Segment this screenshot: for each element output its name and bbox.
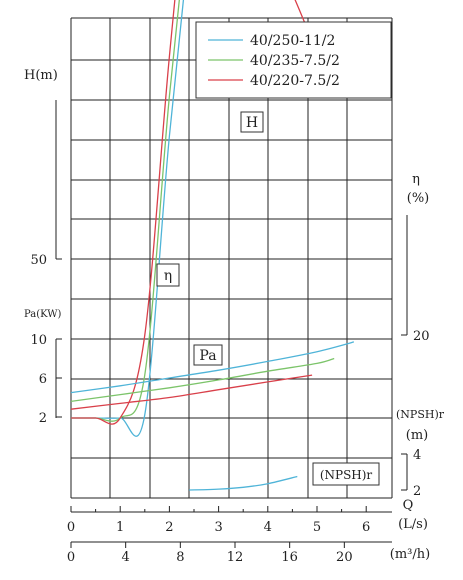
m3h-tick-label: 4 (122, 550, 130, 565)
m3h-tick-label: 20 (336, 550, 353, 565)
head-axis-title: H(m) (24, 68, 58, 83)
efficiency-axis-title: η (412, 172, 420, 187)
power-tick-label: 10 (30, 333, 47, 348)
flow-tick-label: 5 (313, 520, 321, 535)
flow-tick-label: 3 (214, 520, 222, 535)
head-tick-label: 50 (30, 253, 47, 268)
power-curve-40/250-11/2 (70, 341, 355, 394)
npsh-tick-label: 4 (413, 448, 421, 463)
x-axis-title: Q (403, 498, 414, 513)
efficiency-tick-label: 20 (413, 329, 430, 344)
m3h-tick-label: 16 (281, 550, 298, 565)
power-curve-label: Pa (199, 348, 216, 364)
m3h-tick-label: 0 (67, 550, 75, 565)
flow-tick-label: 4 (264, 520, 272, 535)
efficiency-curve-label: η (164, 268, 172, 284)
efficiency-curve-40/220-7.5/2 (71, 0, 176, 425)
power-tick-label: 2 (39, 411, 47, 426)
flow-tick-label: 6 (362, 520, 370, 535)
m3h-tick-label: 8 (176, 550, 184, 565)
npsh-curve-label: (NPSH)r (320, 468, 373, 482)
npsh-tick-label: 2 (413, 484, 421, 499)
npsh-axis-unit: (m) (406, 428, 428, 443)
legend-label-series-3: 40/220-7.5/2 (250, 73, 340, 89)
efficiency-curve-40/235-7.5/2 (71, 0, 180, 422)
efficiency-curve-40/250-11/2 (71, 0, 184, 437)
legend-label-series-1: 40/250-11/2 (250, 33, 335, 49)
power-tick-label: 6 (39, 372, 47, 387)
power-axis-title: Pa(KW) (24, 309, 62, 320)
m3h-axis-unit: (m³/h) (390, 547, 430, 562)
legend-label-series-2: 40/235-7.5/2 (250, 53, 340, 69)
flow-axis-unit: (L/s) (398, 517, 428, 532)
npsh-axis-title: (NPSH)r (396, 408, 445, 421)
chart-axes: 5060708090261020304050240123456048121620 (30, 100, 430, 565)
legend: 40/250-11/2 40/235-7.5/2 40/220-7.5/2 (195, 21, 392, 99)
efficiency-axis-unit: (%) (407, 191, 430, 206)
flow-tick-label: 0 (67, 520, 75, 535)
npsh-curve-40/250-11/2 (189, 475, 298, 491)
flow-tick-label: 2 (165, 520, 173, 535)
flow-tick-label: 1 (116, 520, 124, 535)
axis-titles: H(m) η (%) Pa(KW) (NPSH)r (m) Q (L/s) (m… (24, 68, 445, 562)
m3h-tick-label: 12 (227, 550, 244, 565)
chart-curves (70, 0, 355, 491)
power-curve-40/235-7.5/2 (70, 357, 335, 403)
curve-labels: H η Pa (NPSH)r (156, 111, 380, 486)
power-curve-40/220-7.5/2 (70, 374, 313, 410)
head-curve-label: H (246, 115, 258, 131)
